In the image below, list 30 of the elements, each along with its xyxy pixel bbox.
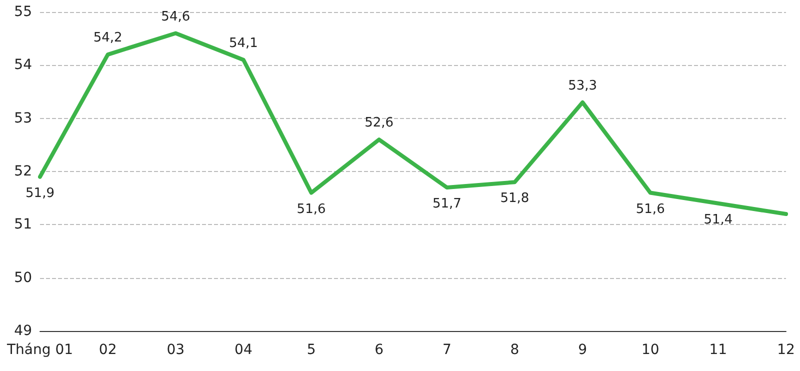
data-label: 51,7 [432,196,462,212]
data-label: 51,6 [296,202,326,217]
x-tick-label: 7 [442,342,452,358]
y-tick-label: 55 [14,4,32,20]
data-label: 54,2 [93,30,122,46]
y-tick-label: 49 [14,323,32,339]
x-tick-label: 11 [709,342,728,358]
x-tick-label: 9 [578,342,588,358]
x-tick-label: 02 [98,342,117,358]
data-label: 51,9 [26,186,54,201]
y-tick-label: 50 [14,270,32,286]
data-label: 51,6 [636,202,665,217]
x-tick-label: 10 [641,342,660,358]
y-tick-label: 51 [14,216,32,233]
y-tick-label: 52 [14,164,32,180]
x-tick-label: Tháng 01 [6,342,74,358]
x-tick-label: 6 [374,342,384,358]
x-tick-label: 12 [777,342,795,358]
x-tick-label: 8 [510,342,520,358]
x-tick-label: 5 [306,342,316,358]
y-tick-label: 54 [14,57,32,74]
data-label: 54,1 [228,36,258,51]
data-label: 51,4 [704,212,733,228]
data-label: 53,3 [568,78,598,94]
x-tick-label: 03 [166,342,185,358]
data-label: 54,6 [161,9,190,24]
data-label: 52,6 [364,116,394,131]
data-label: 51,8 [500,191,530,206]
y-tick-label: 53 [14,110,32,126]
x-tick-label: 04 [234,342,252,358]
